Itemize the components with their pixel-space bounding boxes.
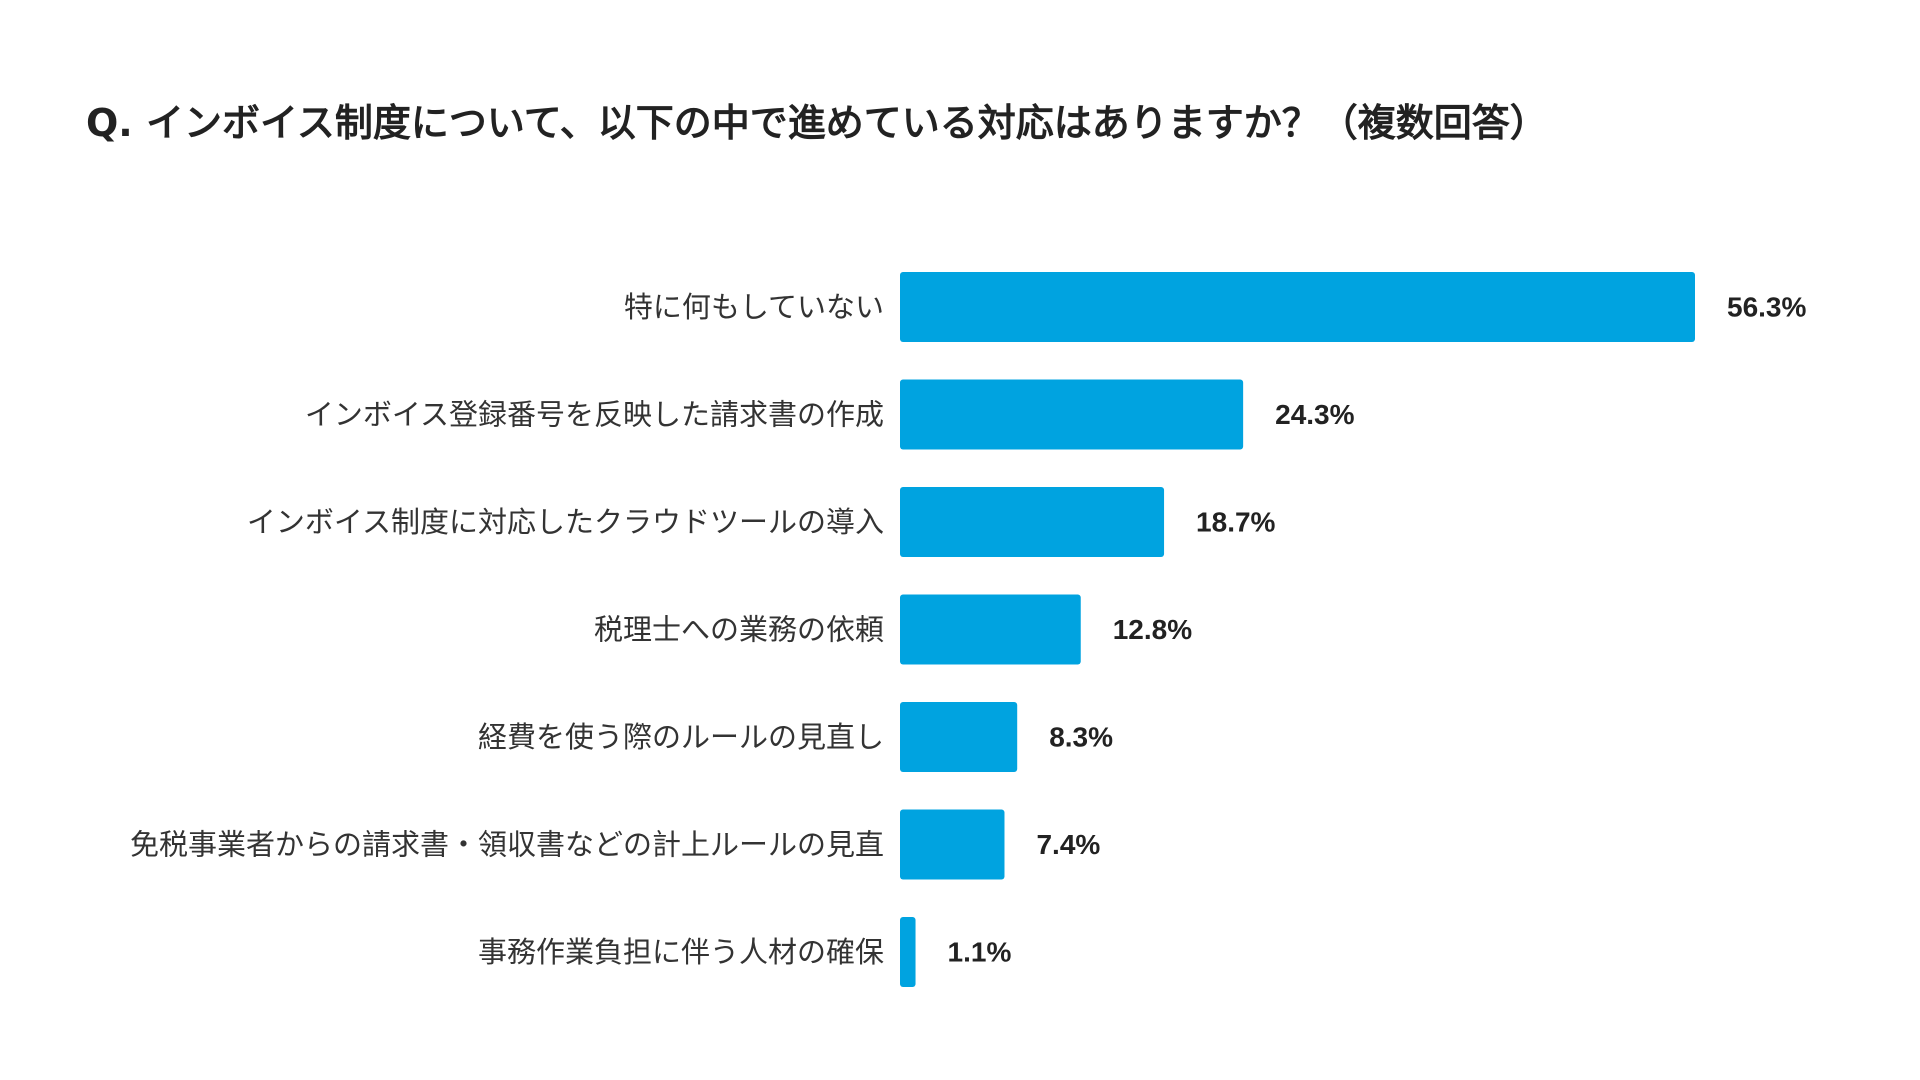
category-label: 事務作業負担に伴う人材の確保 [478, 935, 884, 969]
value-label: 12.8% [1113, 614, 1192, 645]
value-label: 24.3% [1275, 399, 1354, 430]
value-label: 1.1% [948, 937, 1012, 968]
value-label: 56.3% [1727, 292, 1806, 323]
category-label: 特に何もしていない [624, 290, 884, 324]
value-label: 18.7% [1196, 507, 1275, 538]
bar [900, 379, 1244, 450]
value-label: 8.3% [1049, 722, 1113, 753]
category-label: 経費を使う際のルールの見直し [478, 720, 884, 754]
bar [900, 594, 1081, 665]
bar [900, 809, 1005, 880]
chart-title: Q. インボイス制度について、以下の中で進めている対応はありますか？（複数回答） [86, 101, 1548, 145]
category-label: インボイス登録番号を反映した請求書の作成 [305, 398, 884, 432]
bar [900, 487, 1165, 557]
bars-group: 特に何もしていない 56.3% インボイス登録番号を反映した請求書の作成 24.3% イ… [130, 272, 1806, 987]
category-label: 免税事業者からの請求書・領収書などの計上ルールの見直 [130, 828, 884, 862]
value-label: 7.4% [1036, 829, 1100, 860]
bar [900, 272, 1695, 342]
bar [900, 702, 1018, 772]
category-label: インボイス制度に対応したクラウドツールの導入 [247, 505, 884, 539]
bar [900, 917, 916, 987]
category-label: 税理士への業務の依頼 [594, 613, 884, 647]
